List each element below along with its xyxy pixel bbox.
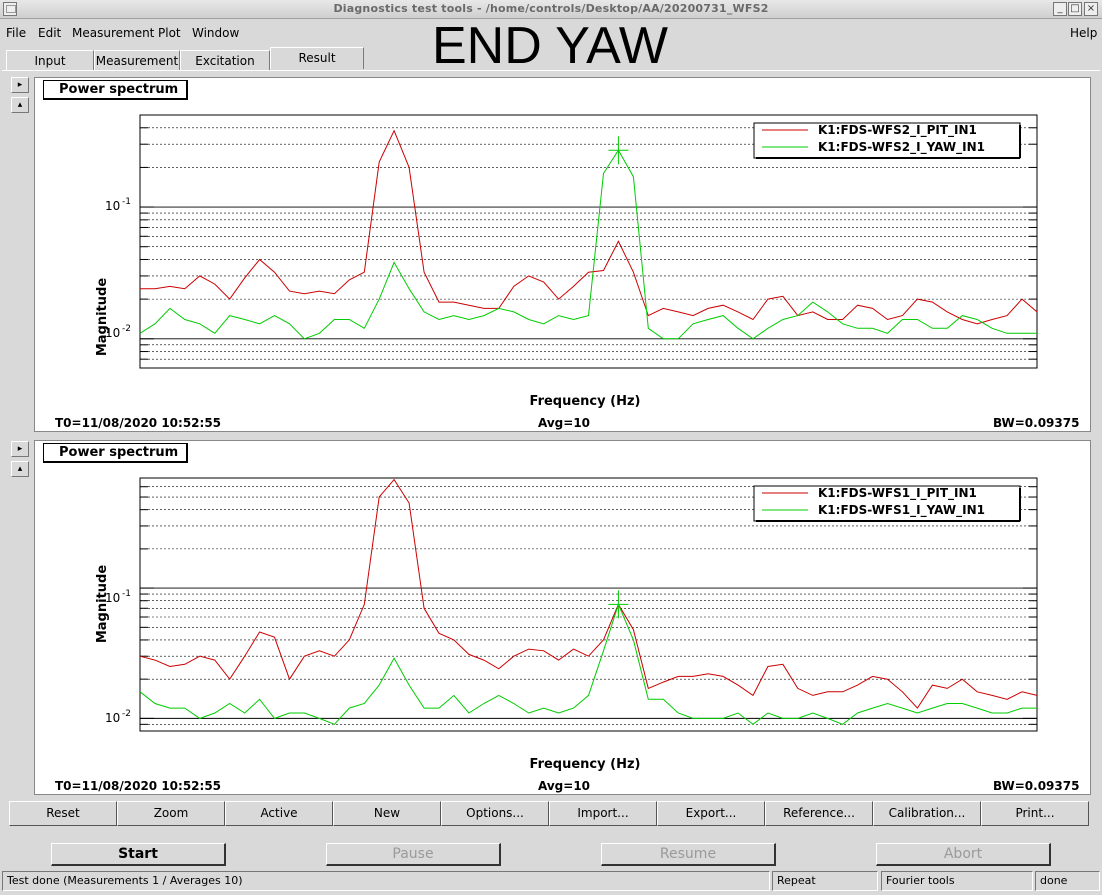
legend-label: K1:FDS-WFS1_I_YAW_IN1	[818, 503, 985, 518]
maximize-button[interactable]: □	[1068, 2, 1082, 16]
panel-2-label: Power spectrum	[43, 443, 189, 463]
plot-2-xlabel: Frequency (Hz)	[530, 757, 641, 772]
tab-measurement[interactable]: Measurement	[94, 50, 180, 70]
minimize-button[interactable]: _	[1053, 2, 1067, 16]
plot-1-legend[interactable]: K1:FDS-WFS2_I_PIT_IN1 K1:FDS-WFS2_I_YAW_I…	[753, 122, 1021, 159]
plot-2-legend[interactable]: K1:FDS-WFS1_I_PIT_IN1 K1:FDS-WFS1_I_YAW_I…	[753, 485, 1021, 522]
plot-2-canvas[interactable]: Magnitude 10 -1 10 -2 Frequency (Hz) K1:…	[35, 441, 1092, 796]
menu-measurement[interactable]: Measurement	[72, 26, 155, 40]
menu-plot[interactable]: Plot	[158, 26, 181, 40]
panel-1-label: Power spectrum	[43, 80, 189, 100]
legend-label: K1:FDS-WFS2_I_YAW_IN1	[818, 140, 985, 155]
status-tool: Fourier tools	[881, 871, 1033, 891]
active-button[interactable]: Active	[225, 801, 333, 826]
reference-button[interactable]: Reference...	[765, 801, 873, 826]
tab-input[interactable]: Input	[6, 50, 94, 70]
plot-1-frame	[139, 114, 1038, 369]
collapse-panel-1-button[interactable]: ▴	[11, 97, 29, 113]
tab-divider	[2, 70, 1100, 71]
overlay-title: END YAW	[432, 17, 668, 75]
plot-1-bw: BW=0.09375	[993, 416, 1080, 430]
plot-1-avg: Avg=10	[538, 416, 591, 430]
resume-button[interactable]: Resume	[601, 843, 776, 866]
export-button[interactable]: Export...	[657, 801, 765, 826]
plot-2-frame	[139, 477, 1038, 732]
legend-label: K1:FDS-WFS1_I_PIT_IN1	[818, 486, 977, 501]
series-yaw-line	[139, 602, 1037, 725]
window-title: Diagnostics test tools - /home/controls/…	[333, 2, 769, 15]
series-pit-line	[140, 129, 1038, 325]
peak-marker	[608, 136, 629, 165]
expand-panel-1-button[interactable]: ▸	[11, 77, 29, 93]
reset-button[interactable]: Reset	[9, 801, 117, 826]
new-button[interactable]: New	[333, 801, 441, 826]
menu-bar: File Edit Measurement Plot Window Help	[0, 22, 1102, 44]
series-yaw-line	[139, 149, 1037, 340]
status-mode: Repeat	[772, 871, 878, 891]
menu-edit[interactable]: Edit	[38, 26, 62, 40]
collapse-panel-2-button[interactable]: ▴	[11, 461, 29, 477]
plot-1-ytick-2-exp: -2	[122, 324, 131, 334]
import-button[interactable]: Import...	[549, 801, 657, 826]
start-button[interactable]: Start	[51, 843, 226, 866]
plot-2-ytick-1-exp: -1	[122, 589, 131, 599]
plot-1-xlabel: Frequency (Hz)	[530, 394, 641, 409]
plot-panel-2[interactable]: Power spectrum Magnitude 10 -1 10 -2 Fre…	[34, 440, 1091, 795]
options-button[interactable]: Options...	[441, 801, 549, 826]
series-pit-line	[139, 478, 1038, 709]
status-message: Test done (Measurements 1 / Averages 10)	[2, 871, 770, 891]
plot-2-t0: T0=11/08/2020 10:52:55	[55, 779, 222, 793]
calibration-button[interactable]: Calibration...	[873, 801, 981, 826]
plot-2-bw: BW=0.09375	[993, 779, 1080, 793]
menu-file[interactable]: File	[6, 26, 27, 40]
plot-2-avg: Avg=10	[538, 779, 591, 793]
app-icon[interactable]	[3, 2, 17, 16]
plot-panel-1[interactable]: Power spectrum Magnitude 10 -1 10 -2 Fre…	[34, 77, 1091, 432]
plot-1-ytick-1-base: 10	[105, 199, 120, 213]
plot-2-ytick-2-exp: -2	[122, 709, 131, 719]
plot-1-ytick-2-base: 10	[105, 326, 120, 340]
abort-button[interactable]: Abort	[876, 843, 1051, 866]
zoom-button[interactable]: Zoom	[117, 801, 225, 826]
menu-help[interactable]: Help	[1070, 26, 1098, 40]
menu-window[interactable]: Window	[192, 26, 240, 40]
window-titlebar: Diagnostics test tools - /home/controls/…	[0, 0, 1102, 19]
tab-result[interactable]: Result	[270, 47, 364, 69]
plot-1-t0: T0=11/08/2020 10:52:55	[55, 416, 222, 430]
plot-2-ylabel: Magnitude	[95, 565, 110, 644]
expand-panel-2-button[interactable]: ▸	[11, 441, 29, 457]
pause-button[interactable]: Pause	[326, 843, 501, 866]
peak-marker	[608, 590, 629, 619]
plot-1-canvas[interactable]: Magnitude 10 -1 10 -2 Frequency (Hz) K1:…	[35, 78, 1092, 433]
legend-label: K1:FDS-WFS2_I_PIT_IN1	[818, 123, 977, 138]
plot-2-ytick-2-base: 10	[105, 711, 120, 725]
status-state: done	[1035, 871, 1100, 891]
plot-1-ytick-1-exp: -1	[122, 197, 131, 207]
print-button[interactable]: Print...	[981, 801, 1089, 826]
tab-excitation[interactable]: Excitation	[180, 50, 270, 70]
plot-toolbar: Reset Zoom Active New Options... Import.…	[9, 801, 1089, 826]
close-button[interactable]: ×	[1084, 2, 1098, 16]
plot-1-ylabel: Magnitude	[95, 278, 110, 357]
plot-2-ytick-1-base: 10	[105, 591, 120, 605]
